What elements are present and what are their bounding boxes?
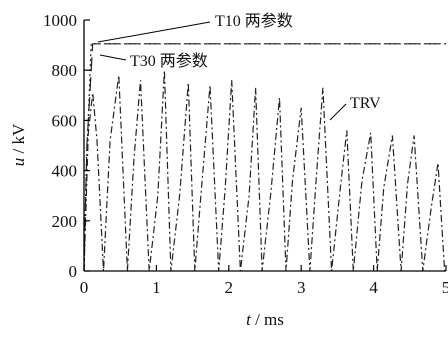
y-tick-label: 200: [52, 212, 78, 231]
annotation-label: TRV: [350, 95, 381, 112]
y-tick-label: 1000: [43, 11, 77, 30]
x-axis-var: t: [246, 310, 252, 329]
annotation-label: T10 两参数: [215, 12, 293, 30]
annotation-leader: [329, 103, 347, 121]
y-tick-label: 800: [52, 61, 78, 80]
x-tick-label: 1: [152, 278, 161, 297]
annotations: T10 两参数 T30 两参数 TRV: [97, 12, 381, 121]
y-tick-label: 0: [69, 262, 78, 281]
y-tick-label: 400: [52, 162, 78, 181]
x-tick-label: 4: [369, 278, 378, 297]
axes: [83, 20, 446, 272]
y-axis-label: u / kV: [9, 123, 28, 166]
x-tick-label: 0: [80, 278, 89, 297]
x-tick-label: 2: [225, 278, 234, 297]
ticks: 0 1 2 3 4 5 0 200 400 600 800 1000: [43, 11, 448, 297]
x-axis-unit: / ms: [251, 310, 284, 329]
series-line-3: [83, 70, 446, 272]
annotation-label: T30 两参数: [130, 52, 208, 70]
series-line-2: [83, 43, 446, 272]
series-line-1: [83, 43, 446, 272]
x-axis-label: t / ms: [246, 310, 284, 329]
y-tick-label: 600: [52, 111, 78, 130]
y-axis-var: u: [9, 158, 28, 167]
plot-area: [83, 43, 446, 272]
annotation-leader: [97, 21, 211, 43]
x-tick-label: 5: [442, 278, 448, 297]
y-axis-unit: / kV: [9, 123, 28, 158]
annotation-leader: [99, 54, 127, 61]
x-tick-label: 3: [297, 278, 306, 297]
